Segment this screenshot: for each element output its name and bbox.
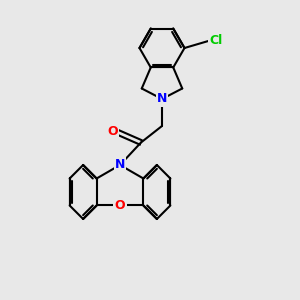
Text: O: O: [115, 199, 125, 212]
Text: Cl: Cl: [209, 34, 223, 47]
Text: N: N: [157, 92, 167, 106]
Text: O: O: [107, 125, 118, 139]
Text: N: N: [115, 158, 125, 172]
